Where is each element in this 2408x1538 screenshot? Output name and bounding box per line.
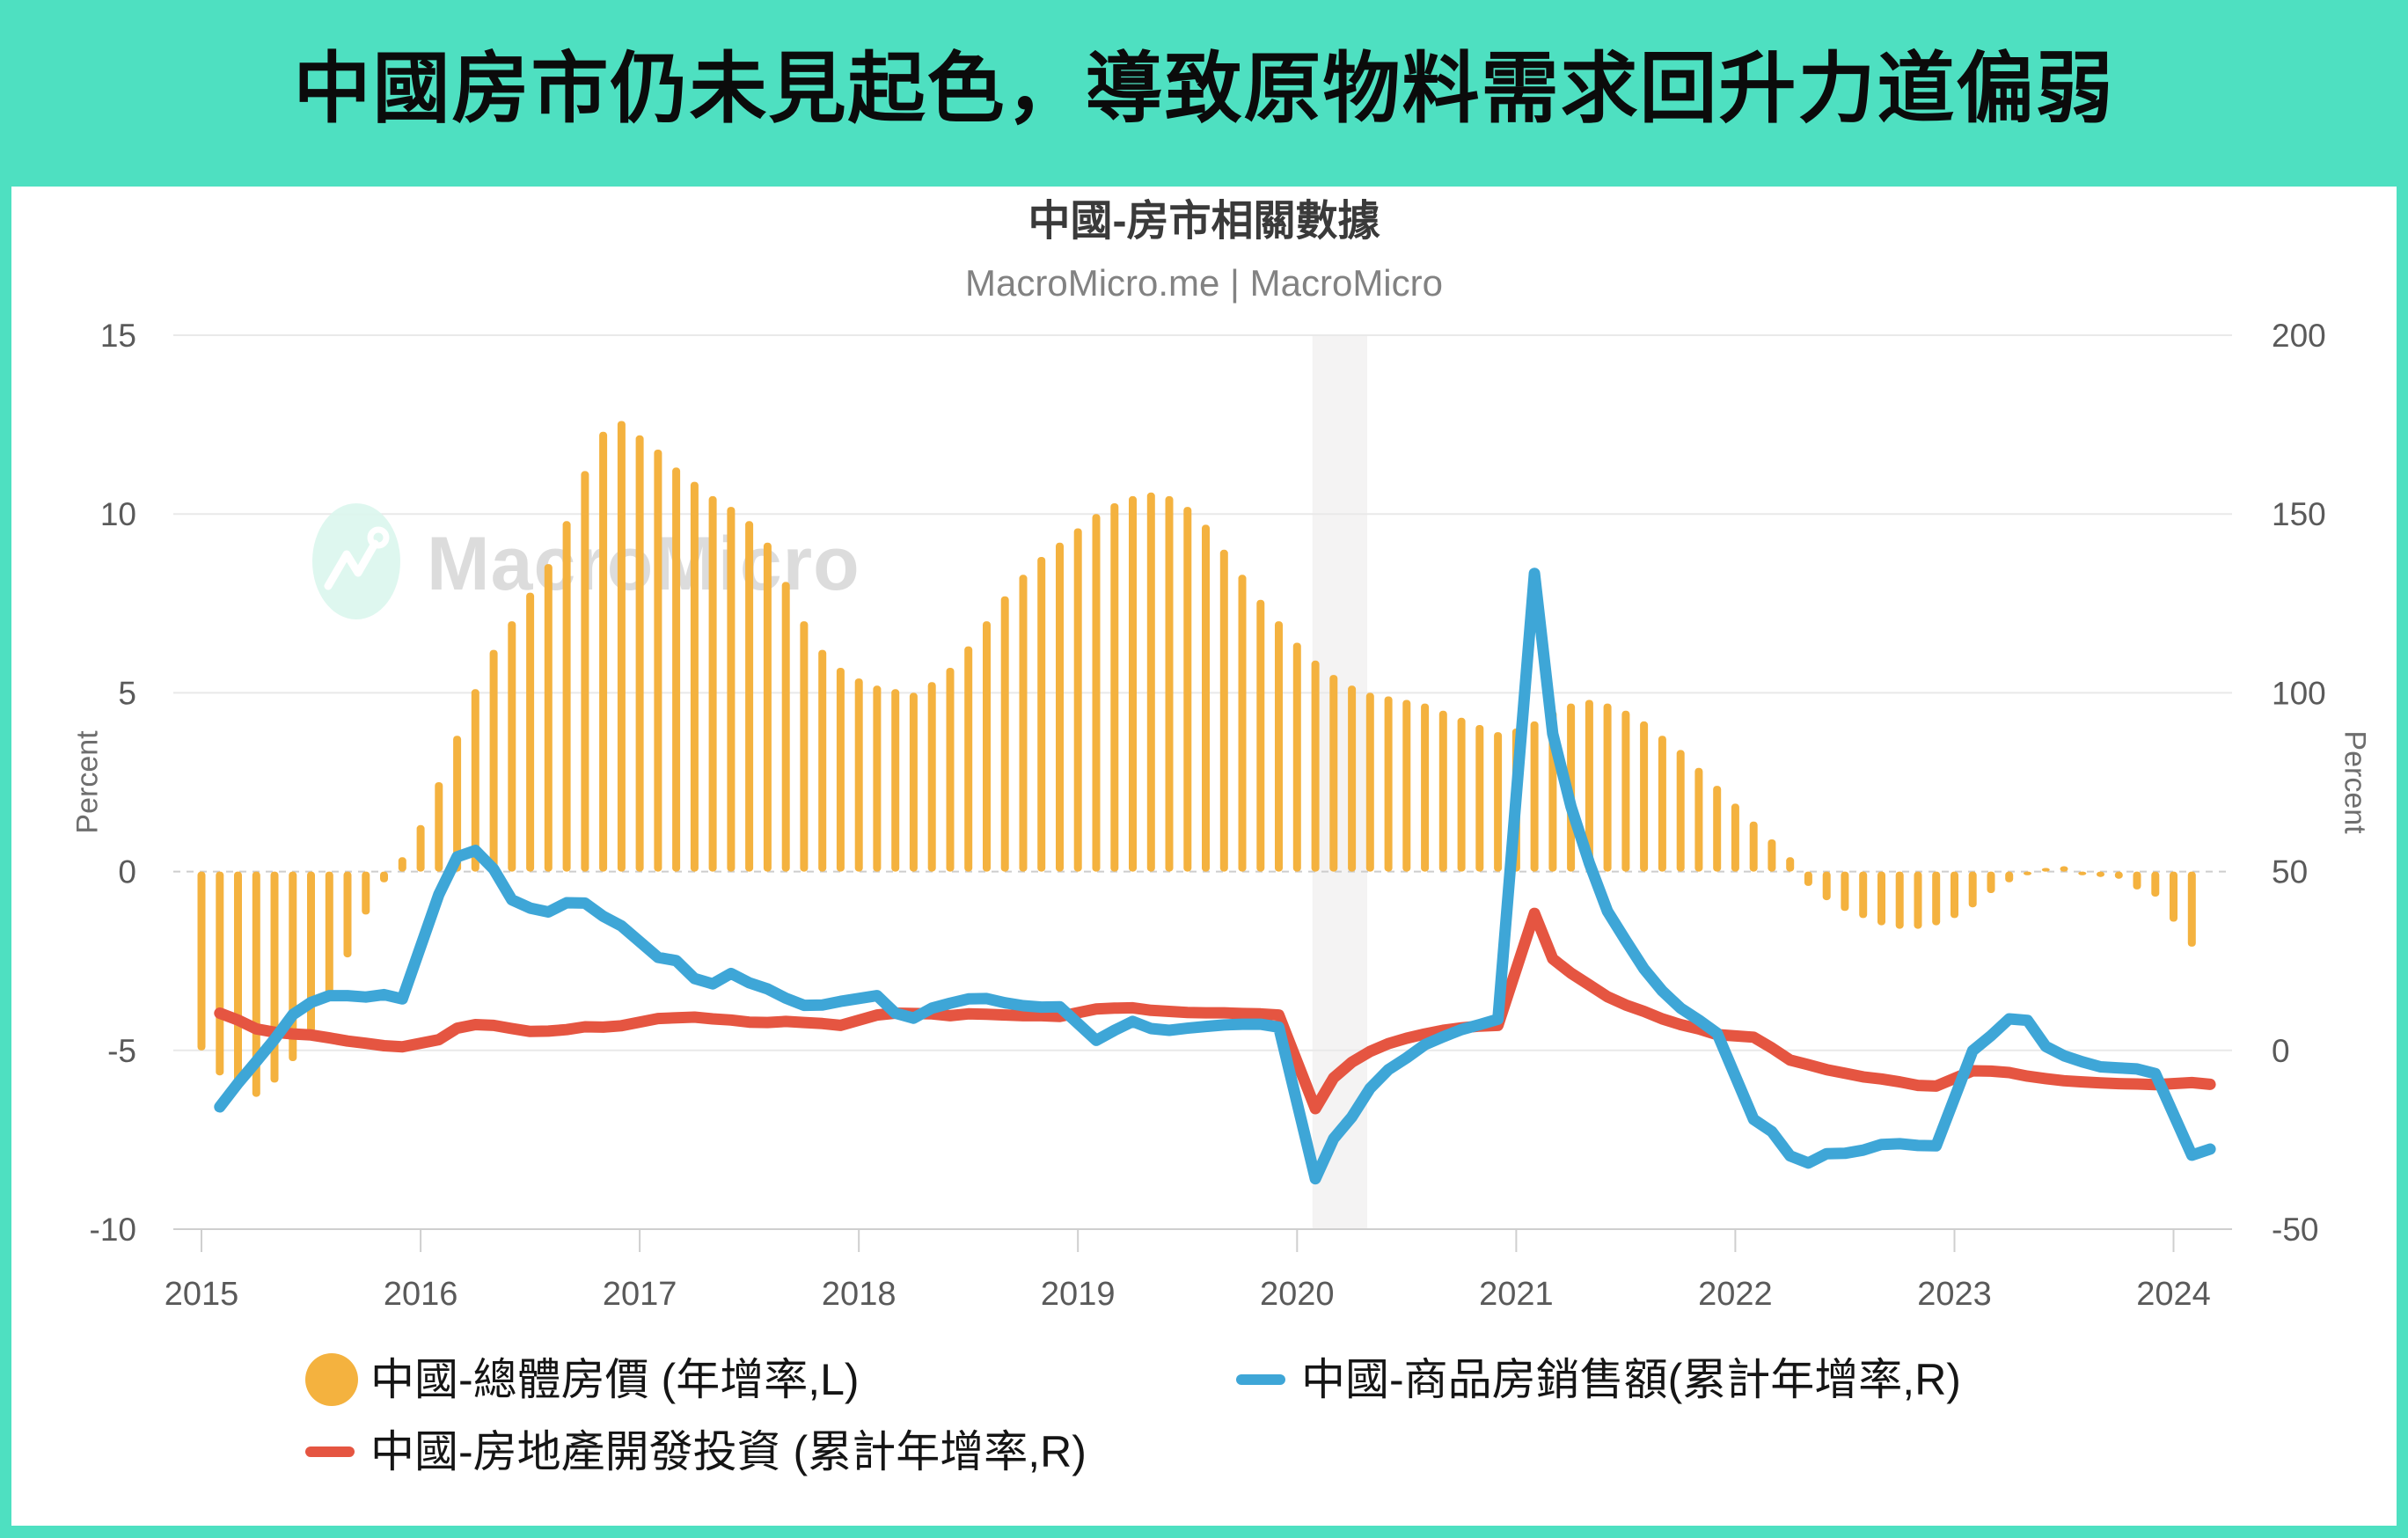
legend-label-investment: 中國-房地產開發投資 (累計年增率,R)	[370, 1427, 1087, 1476]
svg-text:10: 10	[100, 496, 136, 532]
legend-marker-sales	[1236, 1374, 1285, 1385]
svg-text:-5: -5	[107, 1033, 136, 1069]
svg-text:0: 0	[2272, 1033, 2290, 1069]
legend-label-sales: 中國-商品房銷售額(累計年增率,R)	[1301, 1355, 1961, 1404]
legend-item-house-price[interactable]: 中國-總體房價 (年增率,L)	[305, 1353, 860, 1406]
svg-text:0: 0	[118, 854, 136, 890]
svg-text:2022: 2022	[1698, 1276, 1773, 1313]
chart-subtitle: MacroMicro.me | MacroMicro	[965, 262, 1443, 304]
svg-text:2018: 2018	[822, 1276, 897, 1313]
svg-text:15: 15	[100, 318, 136, 354]
svg-text:50: 50	[2272, 854, 2308, 890]
legend-item-investment[interactable]: 中國-房地產開發投資 (累計年增率,R)	[305, 1425, 1087, 1478]
svg-text:5: 5	[118, 675, 136, 711]
svg-text:-50: -50	[2272, 1212, 2318, 1248]
svg-text:-10: -10	[90, 1212, 136, 1248]
svg-text:150: 150	[2272, 496, 2326, 532]
svg-text:2021: 2021	[1479, 1276, 1554, 1313]
page-title: 中國房市仍未見起色，導致原物料需求回升力道偏弱	[293, 45, 2115, 132]
legend-label-price: 中國-總體房價 (年增率,L)	[370, 1355, 860, 1404]
svg-text:100: 100	[2272, 675, 2326, 711]
svg-text:2016: 2016	[384, 1276, 458, 1313]
legend-item-sales[interactable]: 中國-商品房銷售額(累計年增率,R)	[1236, 1353, 1961, 1406]
chart-title: 中國-房市相關數據	[1028, 198, 1380, 245]
svg-text:2019: 2019	[1041, 1276, 1116, 1313]
svg-text:2023: 2023	[1917, 1276, 1992, 1313]
svg-text:2020: 2020	[1260, 1276, 1335, 1313]
svg-text:2017: 2017	[603, 1276, 677, 1313]
legend-marker-price	[305, 1353, 358, 1406]
svg-text:2024: 2024	[2136, 1276, 2211, 1313]
svg-text:2015: 2015	[165, 1276, 239, 1313]
svg-text:200: 200	[2272, 318, 2326, 354]
legend-marker-investment	[305, 1446, 355, 1457]
